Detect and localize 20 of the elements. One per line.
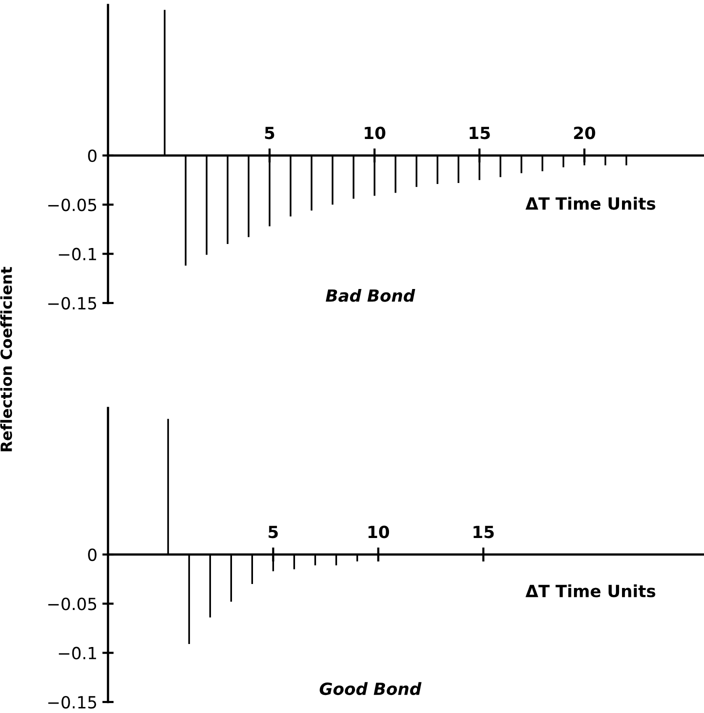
text: Bad Bond	[326, 288, 416, 302]
x-axis-title: ΔT Time Units	[526, 196, 656, 210]
y-tick-label: −0.05	[48, 198, 96, 212]
y-tick-label: −0.15	[48, 296, 96, 310]
x-tick-label: 5	[265, 126, 274, 140]
y-tick-label: −0.1	[58, 646, 96, 660]
x-axis-title: ΔT Time Units	[526, 584, 656, 598]
y-axis-title: Reflection Coefficient	[0, 266, 12, 452]
y-tick-label: −0.1	[58, 248, 96, 260]
x-tick-label: 20	[574, 126, 596, 140]
y-tick-label: −0.15	[48, 696, 96, 709]
x-tick-label: 10	[364, 126, 386, 140]
x-tick-label: 15	[470, 126, 490, 140]
y-tick-label: 0	[88, 149, 96, 162]
x-tick-label: 5	[268, 526, 278, 538]
y-tick-label: 0	[88, 548, 96, 562]
x-tick-label: 10	[368, 526, 390, 538]
text: Good Bond	[320, 682, 422, 696]
y-tick-label: −0.05	[48, 598, 96, 610]
x-tick-label: 15	[474, 526, 494, 538]
